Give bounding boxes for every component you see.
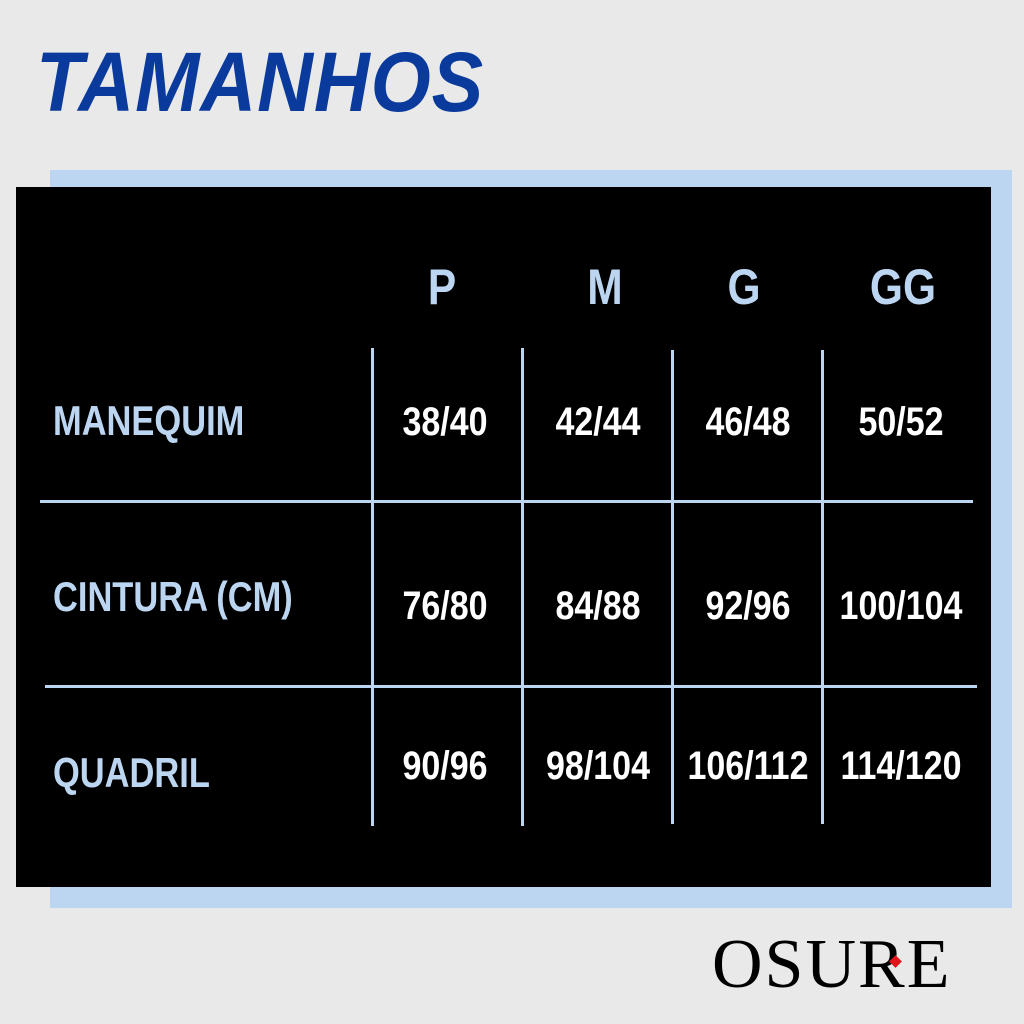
table-cell: 42/44 [555, 400, 641, 444]
column-divider [371, 348, 374, 826]
column-divider [671, 350, 674, 824]
row-label-cintura: CINTURA (CM) [53, 573, 293, 620]
table-cell: 98/104 [546, 744, 650, 788]
row-label-quadril: QUADRIL [53, 749, 210, 796]
table-cell: 90/96 [402, 744, 488, 788]
table-cell: 106/112 [687, 744, 809, 788]
table-cell: 92/96 [705, 584, 791, 628]
table-cell: 38/40 [402, 400, 488, 444]
table-cell: 84/88 [555, 584, 641, 628]
brand-logo: OSURE [712, 926, 952, 1003]
page-title: TAMANHOS [36, 35, 485, 129]
row-divider [40, 500, 973, 503]
table-cell: 114/120 [840, 744, 962, 788]
row-label-manequim: MANEQUIM [53, 397, 245, 444]
table-cell: 100/104 [839, 584, 963, 628]
table-cell: 76/80 [402, 584, 488, 628]
column-header-gg: GG [869, 259, 937, 315]
column-header-m: M [587, 259, 623, 315]
column-divider [521, 348, 524, 826]
column-header-p: P [427, 259, 457, 315]
column-divider [821, 350, 824, 824]
column-header-g: G [727, 259, 761, 315]
table-cell: 46/48 [705, 400, 791, 444]
table-cell: 50/52 [858, 400, 944, 444]
row-divider [45, 685, 977, 688]
size-table-board [16, 187, 991, 887]
